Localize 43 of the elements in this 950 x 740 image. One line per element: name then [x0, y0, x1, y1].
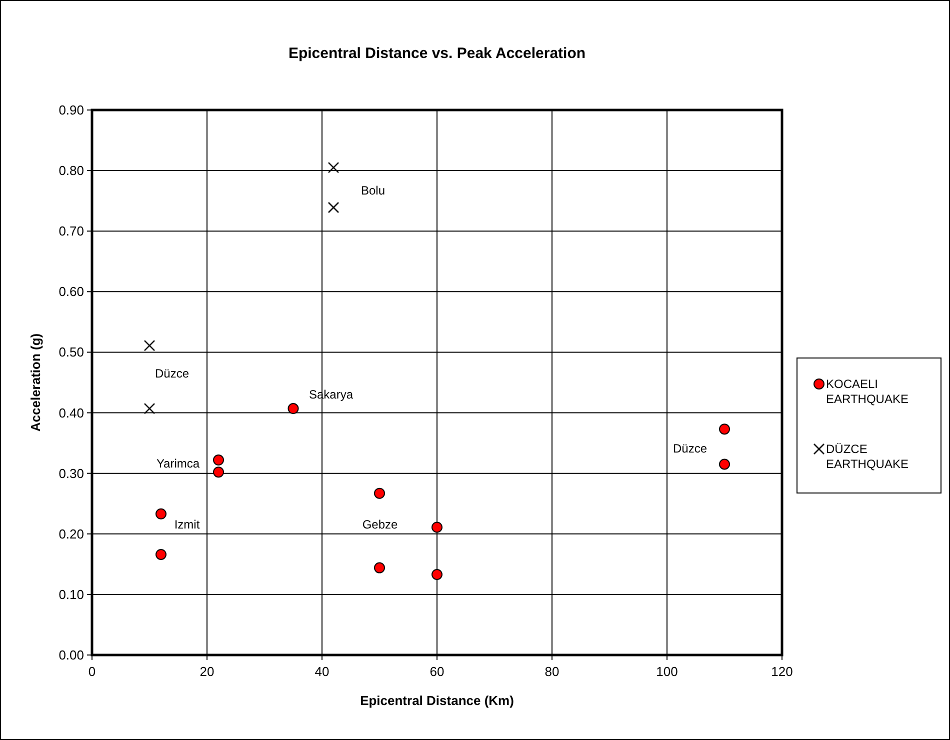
x-axis-title: Epicentral Distance (Km) [360, 693, 514, 708]
point [288, 403, 299, 414]
point [328, 162, 340, 174]
y-tick-label: 0.50 [58, 344, 84, 360]
legend-label: DÜZCE EARTHQUAKE [826, 442, 908, 471]
annotation: Bolu [360, 184, 386, 198]
y-axis-title: Acceleration (g) [28, 333, 43, 432]
y-tick-label: 0.20 [58, 526, 84, 542]
y-tick-label: 0.10 [58, 586, 84, 602]
point [144, 340, 156, 352]
y-tick-label: 0.00 [58, 648, 84, 662]
annotation: Izmit [174, 518, 200, 532]
point [156, 508, 166, 520]
point [432, 522, 442, 533]
point [156, 548, 166, 560]
x-tick-label: 60 [430, 664, 444, 679]
x-tick-label: 120 [771, 664, 793, 679]
x-tick-label: 40 [314, 664, 330, 679]
annotation: Düzce [154, 366, 190, 380]
point [213, 454, 224, 466]
point [374, 488, 385, 499]
x-tick-label: 80 [544, 664, 560, 679]
annotation: Gebze [362, 518, 398, 532]
point [213, 466, 224, 478]
y-tick-label: 0.40 [58, 405, 84, 420]
x-tick-label: 0 [88, 664, 96, 679]
y-tick-label: 0.70 [58, 224, 84, 239]
x-tick-label: 100 [656, 664, 678, 679]
legend-label: KOCAELI EARTHQUAKE [826, 377, 908, 406]
point [328, 202, 340, 214]
point [719, 458, 730, 470]
annotation: Düzce [672, 442, 708, 456]
point [719, 424, 730, 435]
chart-title: Epicentral Distance vs. Peak Acceleration [288, 45, 586, 62]
y-tick-label: 0.80 [58, 163, 84, 178]
x-tick-label: 20 [200, 664, 214, 679]
point [374, 562, 385, 574]
y-tick-label: 0.30 [58, 466, 84, 481]
point [432, 568, 442, 580]
point [144, 402, 156, 414]
annotation: Yarimca [156, 456, 200, 470]
y-tick-label: 0.90 [58, 102, 84, 118]
y-tick-label: 0.60 [58, 284, 84, 300]
